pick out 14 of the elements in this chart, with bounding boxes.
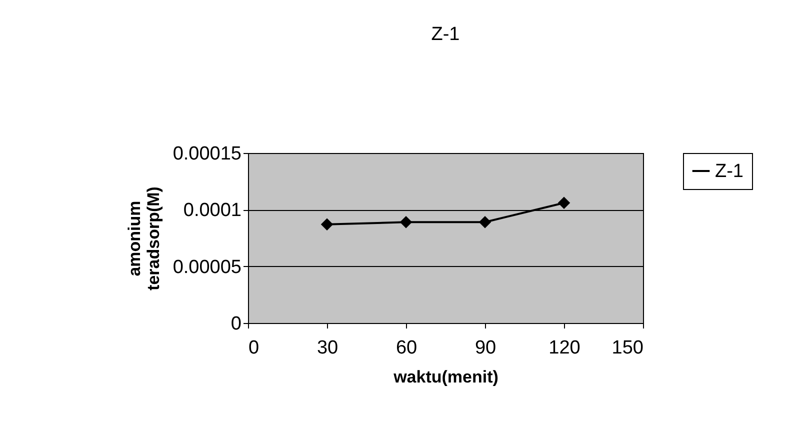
x-tick-label: 90 [474,338,496,358]
y-tick-label: 0.0001 [183,200,242,222]
y-tick-label: 0 [230,314,242,334]
x-tick-label: 0 [248,338,260,358]
chart-title: Z-1 [431,24,460,45]
x-tick-label: 120 [548,338,580,358]
legend-label: Z-1 [715,161,744,182]
x-tick-label: 150 [612,338,644,358]
y-axis-title: amonium teradsorp(M) [124,186,163,290]
x-tick-label: 30 [316,338,338,358]
x-tick-label: 60 [396,338,418,358]
y-tick-label: 0.00015 [172,144,242,164]
x-axis-title: waktu(menit) [392,368,498,386]
y-tick-label: 0.00005 [172,256,242,278]
